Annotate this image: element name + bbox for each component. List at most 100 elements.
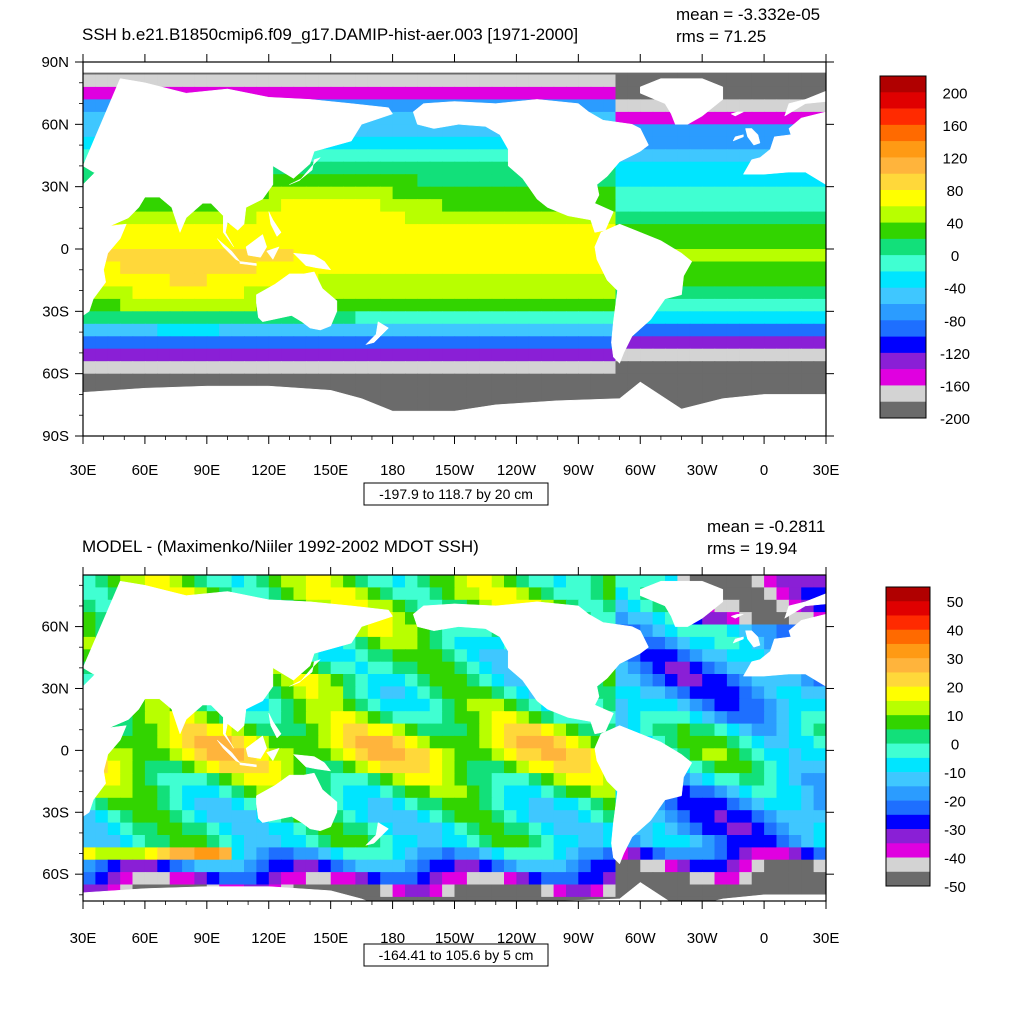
ssh-cell <box>801 835 815 848</box>
ssh-cell <box>367 136 381 150</box>
ssh-cell <box>157 723 171 737</box>
ssh-cell <box>578 760 592 774</box>
ssh-cell <box>330 249 344 263</box>
ssh-cell <box>83 822 96 836</box>
ssh-cell <box>788 674 802 687</box>
ssh-cell <box>652 872 666 886</box>
ssh-cell <box>603 698 617 712</box>
ssh-cell <box>689 748 703 762</box>
ssh-cell <box>764 336 778 350</box>
ssh-cell <box>665 735 678 749</box>
ssh-cell <box>788 748 802 762</box>
ssh-cell <box>677 298 691 312</box>
ssh-cell <box>504 298 517 312</box>
ssh-cell <box>615 86 629 100</box>
ssh-cell <box>169 273 183 287</box>
ssh-cell <box>751 735 765 749</box>
ssh-cell <box>541 311 555 325</box>
ssh-cell <box>479 785 493 799</box>
ssh-cell <box>714 612 728 626</box>
ssh-cell <box>318 249 332 263</box>
ssh-cell <box>689 847 703 861</box>
ssh-cell <box>442 236 456 250</box>
ssh-cell <box>788 797 802 811</box>
ssh-cell <box>504 822 517 836</box>
ssh-cell <box>454 723 468 737</box>
ssh-cell <box>343 661 357 675</box>
ssh-cell <box>417 348 431 362</box>
colorbar-swatch <box>886 643 930 659</box>
ssh-cell <box>405 323 418 337</box>
colorbar-swatch <box>886 601 930 616</box>
ssh-cell <box>120 298 134 312</box>
ssh-cell <box>714 249 728 263</box>
ssh-cell <box>417 698 431 712</box>
ssh-cell <box>702 298 716 312</box>
ssh-cell <box>788 760 802 774</box>
ssh-cell <box>504 211 517 225</box>
ssh-cell <box>504 373 517 387</box>
ssh-cell <box>726 273 740 287</box>
ssh-cell <box>479 211 493 225</box>
ssh-cell <box>293 872 307 886</box>
ssh-cell <box>776 624 790 638</box>
ssh-cell <box>169 373 183 387</box>
ssh-cell <box>417 661 431 675</box>
ssh-cell <box>330 686 344 700</box>
ssh-cell <box>739 298 753 312</box>
ssh-cell <box>603 896 617 901</box>
ssh-cell <box>454 398 468 412</box>
ssh-cell <box>776 186 790 200</box>
panel-top-mean: mean = -3.332e-05 <box>676 5 820 24</box>
ssh-cell <box>194 249 208 263</box>
ssh-cell <box>578 884 592 898</box>
ssh-cell <box>405 760 418 774</box>
ssh-cell <box>739 199 753 213</box>
ssh-cell <box>504 711 517 725</box>
ssh-cell <box>429 298 443 312</box>
ssh-cell <box>702 859 716 873</box>
ssh-cell <box>726 249 740 263</box>
ssh-cell <box>479 711 493 725</box>
ssh-cell <box>813 797 826 811</box>
ssh-cell <box>95 822 109 836</box>
ssh-cell <box>640 111 654 125</box>
ssh-cell <box>454 711 468 725</box>
ssh-cell <box>417 872 431 886</box>
ssh-cell <box>491 686 505 700</box>
ssh-cell <box>318 86 332 100</box>
ssh-cell <box>454 575 468 588</box>
ssh-cell <box>776 785 790 799</box>
ssh-cell <box>801 711 815 725</box>
ssh-cell <box>417 249 431 263</box>
ssh-cell <box>739 735 753 749</box>
ssh-cell <box>268 323 282 337</box>
ssh-cell <box>788 822 802 836</box>
ssh-cell <box>466 161 480 175</box>
ssh-cell <box>603 86 617 100</box>
colorbar-swatch <box>880 108 926 126</box>
ssh-cell <box>169 348 183 362</box>
ssh-cell <box>194 748 208 762</box>
ssh-cell <box>442 124 456 138</box>
colorbar-label: 120 <box>942 150 967 167</box>
ssh-cell <box>764 822 778 836</box>
colorbar-swatch <box>886 672 930 687</box>
ssh-cell <box>454 649 468 663</box>
ssh-cell <box>380 785 394 799</box>
ssh-cell <box>343 273 357 287</box>
ssh-cell <box>603 810 617 824</box>
ssh-cell <box>132 373 146 387</box>
ssh-cell <box>615 161 629 175</box>
ssh-cell <box>553 224 567 238</box>
ssh-cell <box>194 361 208 375</box>
ssh-cell <box>764 273 778 287</box>
x-tick-label: 90W <box>563 462 595 479</box>
ssh-cell <box>417 211 431 225</box>
ssh-cell <box>689 186 703 200</box>
ssh-cell <box>726 99 740 113</box>
ssh-cell <box>566 373 579 387</box>
ssh-cell <box>516 86 530 100</box>
land-polygon <box>83 882 826 901</box>
ssh-cell <box>689 674 703 687</box>
